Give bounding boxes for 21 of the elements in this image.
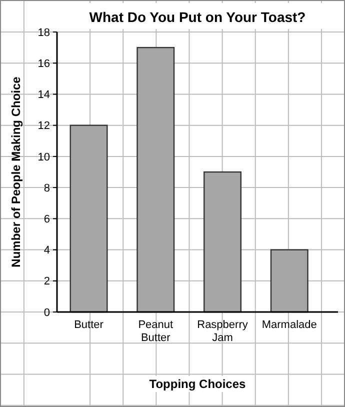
- bar: [204, 171, 242, 313]
- y-tick-label: 14: [38, 89, 50, 102]
- x-axis-title: Topping Choices: [149, 377, 246, 391]
- x-tick-label: Peanut Butter: [138, 319, 174, 344]
- y-axis-title: Number of People Making Choice: [9, 76, 23, 268]
- x-tick-label: Butter: [74, 319, 104, 331]
- y-tick-label: 18: [38, 26, 50, 39]
- bar: [270, 249, 308, 313]
- y-tick-label: 4: [44, 244, 50, 257]
- chart-title: What Do You Put on Your Toast?: [89, 9, 306, 25]
- x-tick-label: Raspberry Jam: [197, 319, 248, 344]
- y-tick-label: 8: [44, 182, 50, 194]
- y-tick-label: 6: [44, 214, 50, 226]
- bar: [70, 124, 108, 313]
- y-tick-label: 2: [44, 276, 50, 288]
- y-tick-label: 10: [38, 151, 50, 164]
- bar: [136, 46, 175, 313]
- x-tick-label: Marmalade: [262, 319, 317, 331]
- y-tick-label: 12: [38, 120, 50, 132]
- y-tick-label: 0: [44, 306, 50, 319]
- y-tick-label: 16: [38, 58, 50, 70]
